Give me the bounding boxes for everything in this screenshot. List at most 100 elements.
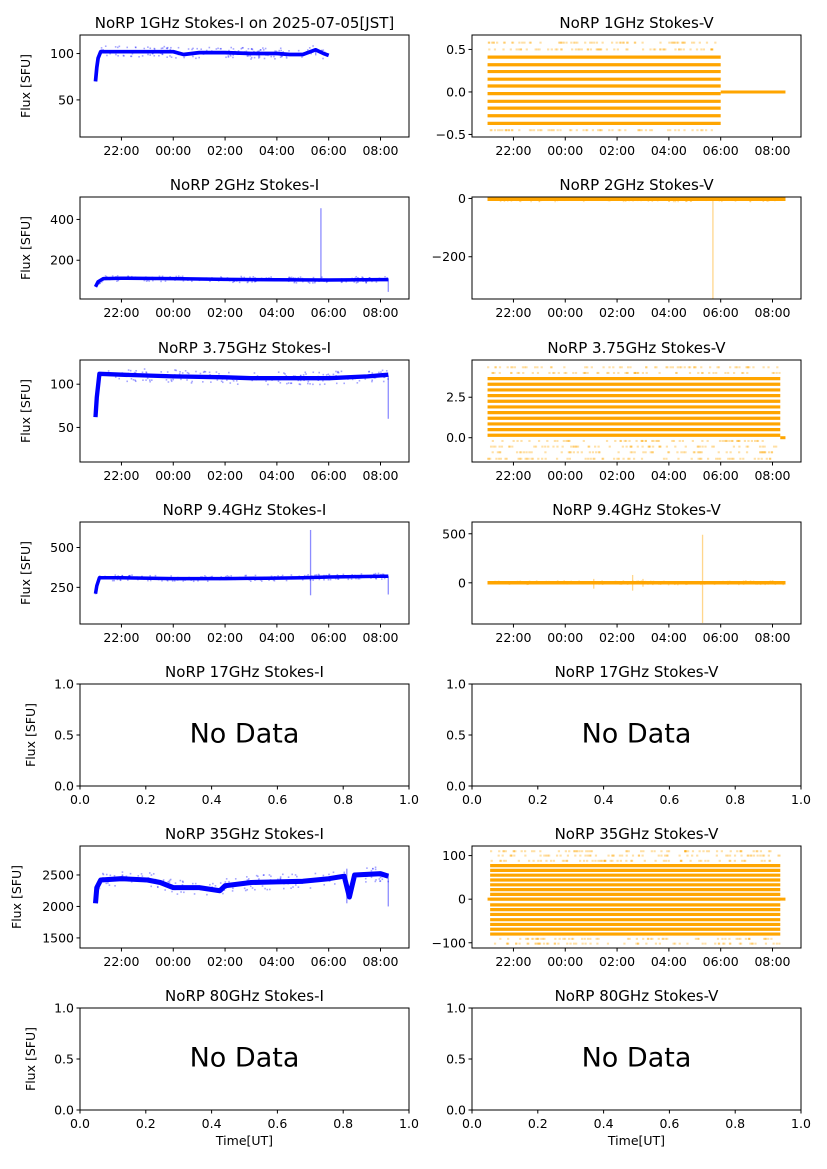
data-point bbox=[373, 279, 376, 282]
data-point bbox=[134, 276, 137, 279]
data-point bbox=[269, 879, 272, 881]
data-point bbox=[206, 51, 208, 54]
data-point bbox=[379, 876, 382, 879]
data-point bbox=[552, 445, 555, 448]
data-point bbox=[312, 579, 314, 581]
data-point bbox=[161, 50, 164, 53]
data-point bbox=[377, 575, 380, 578]
data-point bbox=[337, 371, 340, 374]
x-tick-label: 1.0 bbox=[791, 1116, 811, 1131]
data-point bbox=[584, 854, 587, 857]
data-point bbox=[144, 880, 147, 883]
data-point bbox=[684, 850, 687, 853]
data-point bbox=[170, 575, 172, 577]
data-point bbox=[515, 942, 518, 945]
data-point bbox=[215, 371, 218, 373]
data-point bbox=[524, 197, 527, 200]
data-point bbox=[336, 371, 339, 374]
data-point bbox=[507, 582, 510, 584]
data-point bbox=[629, 445, 632, 448]
x-tick-label: 06:00 bbox=[311, 630, 347, 645]
chart-panel-1ghz-v: NoRP 1GHz Stokes-V−0.50.00.522:00 00:00 02… bbox=[436, 14, 802, 158]
data-point bbox=[759, 583, 762, 586]
data-point bbox=[621, 41, 625, 44]
data-point bbox=[621, 582, 623, 584]
data-point bbox=[323, 883, 326, 886]
data-point bbox=[287, 280, 290, 283]
data-point bbox=[264, 279, 266, 282]
data-point bbox=[270, 55, 273, 58]
data-point bbox=[766, 581, 769, 584]
data-point bbox=[180, 891, 182, 893]
data-point bbox=[589, 854, 592, 857]
data-point bbox=[663, 48, 666, 51]
data-point bbox=[233, 280, 236, 283]
x-tick-label: 08:00 bbox=[362, 630, 398, 645]
data-point bbox=[249, 885, 252, 888]
data-point bbox=[704, 942, 707, 945]
data-point bbox=[281, 55, 283, 57]
data-point bbox=[762, 366, 765, 369]
data-point bbox=[161, 276, 164, 279]
data-point bbox=[183, 577, 186, 579]
data-point bbox=[717, 457, 720, 460]
data-point bbox=[542, 942, 546, 945]
data-point bbox=[731, 582, 734, 585]
data-point bbox=[153, 881, 155, 883]
data-point bbox=[745, 580, 747, 583]
data-point bbox=[336, 575, 338, 578]
data-point bbox=[652, 198, 654, 200]
data-point bbox=[676, 197, 679, 199]
data-point bbox=[249, 580, 252, 582]
data-point bbox=[243, 881, 246, 884]
data-point bbox=[558, 582, 561, 584]
data-point bbox=[751, 942, 754, 945]
data-point bbox=[225, 56, 227, 59]
data-point bbox=[671, 198, 674, 201]
data-point bbox=[502, 859, 506, 862]
data-point bbox=[559, 41, 562, 44]
data-point bbox=[337, 578, 339, 580]
data-point bbox=[137, 875, 140, 877]
data-point bbox=[562, 439, 565, 442]
data-point bbox=[107, 370, 110, 372]
data-point bbox=[555, 457, 559, 460]
data-point bbox=[728, 439, 731, 442]
data-point bbox=[603, 859, 606, 862]
data-point bbox=[524, 854, 527, 857]
data-point bbox=[366, 867, 368, 869]
data-point bbox=[127, 275, 130, 278]
data-point bbox=[635, 439, 638, 442]
data-point bbox=[678, 942, 681, 945]
data-point bbox=[105, 882, 108, 885]
data-point bbox=[499, 200, 502, 203]
data-point bbox=[696, 937, 699, 940]
data-point bbox=[721, 439, 724, 442]
data-point bbox=[116, 46, 119, 49]
data-point bbox=[161, 579, 163, 582]
data-point bbox=[568, 439, 571, 442]
data-point bbox=[504, 850, 507, 853]
data-point bbox=[654, 942, 658, 945]
data-point bbox=[122, 50, 125, 53]
data-point bbox=[540, 198, 542, 201]
data-point bbox=[527, 583, 530, 585]
data-point bbox=[710, 48, 713, 51]
data-point bbox=[501, 854, 504, 857]
data-point bbox=[702, 48, 706, 51]
data-point bbox=[145, 280, 148, 282]
data-point bbox=[550, 366, 553, 369]
data-point bbox=[244, 574, 247, 577]
data-point bbox=[520, 457, 523, 460]
data-point bbox=[387, 378, 389, 380]
data-point bbox=[377, 278, 379, 280]
data-point bbox=[202, 381, 204, 383]
axes-frame bbox=[79, 521, 410, 625]
data-point bbox=[541, 937, 545, 940]
data-point bbox=[551, 129, 554, 132]
data-point bbox=[141, 577, 144, 579]
x-tick-label: 00:00 bbox=[155, 954, 191, 969]
data-point bbox=[509, 197, 512, 199]
data-point bbox=[736, 850, 739, 853]
data-point bbox=[605, 439, 609, 442]
